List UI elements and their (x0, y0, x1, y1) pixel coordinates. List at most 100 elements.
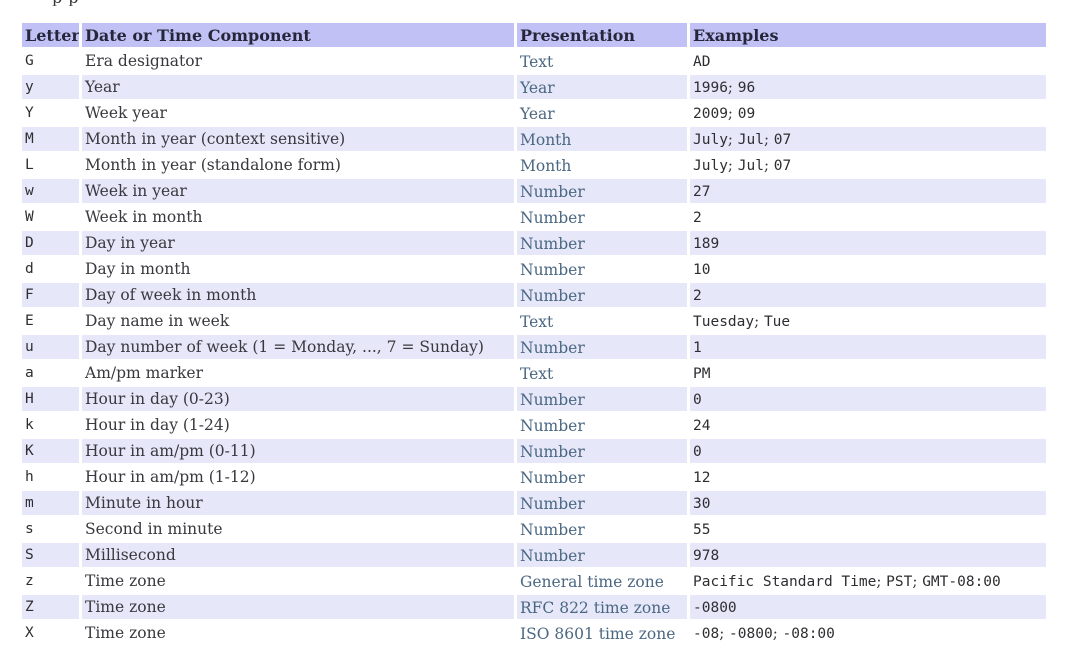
table-row: u Day number of week (1 = Monday, ..., 7 … (22, 335, 1046, 359)
examples-cell: 2009; 09 (690, 101, 1046, 125)
presentation-cell: General time zone (517, 569, 687, 593)
example-value: 2009 (693, 106, 728, 122)
letter-cell: W (25, 209, 34, 225)
examples-cell: 55 (690, 517, 1046, 541)
example-value: -0800 (693, 600, 737, 616)
example-value: AD (693, 54, 711, 70)
presentation-link[interactable]: General time zone (520, 572, 664, 591)
column-header-component: Date or Time Component (82, 23, 514, 47)
table-row: H Hour in day (0-23) Number 0 (22, 387, 1046, 411)
presentation-link[interactable]: Number (520, 390, 585, 409)
letter-cell: a (25, 365, 34, 381)
presentation-link[interactable]: Number (520, 286, 585, 305)
presentation-cell: Number (517, 413, 687, 437)
table-row: s Second in minute Number 55 (22, 517, 1046, 541)
example-value: 10 (693, 262, 711, 278)
presentation-link[interactable]: Number (520, 468, 585, 487)
example-separator: ; (727, 104, 738, 122)
example-separator: ; (727, 156, 738, 174)
example-value: 07 (773, 132, 792, 148)
presentation-link[interactable]: Month (520, 156, 572, 175)
presentation-link[interactable]: Year (520, 78, 555, 97)
presentation-link[interactable]: RFC 822 time zone (520, 598, 671, 617)
presentation-link[interactable]: Number (520, 494, 585, 513)
presentation-cell: Number (517, 387, 687, 411)
examples-cell: 978 (690, 543, 1046, 567)
example-value: July (693, 158, 728, 174)
example-value: 55 (693, 522, 711, 538)
table-row: h Hour in am/pm (1-12) Number 12 (22, 465, 1046, 489)
example-separator: ; (876, 572, 887, 590)
example-value: -0800 (729, 626, 773, 642)
example-value: 2 (693, 288, 702, 304)
letter-cell: w (22, 179, 79, 203)
component-cell: Day name in week (85, 312, 230, 330)
table-row: d Day in month Number 10 (22, 257, 1046, 281)
presentation-link[interactable]: Number (520, 416, 585, 435)
presentation-link[interactable]: Number (520, 442, 585, 461)
example-value: Jul (737, 158, 764, 174)
presentation-cell: Number (517, 543, 687, 567)
examples-cell: 2 (690, 205, 1046, 229)
presentation-cell: Number (517, 335, 687, 359)
examples-cell: 189 (690, 231, 1046, 255)
component-cell: Week in year (82, 179, 514, 203)
presentation-link[interactable]: Number (520, 520, 585, 539)
presentation-cell: RFC 822 time zone (517, 595, 687, 619)
letter-cell: Y (25, 105, 34, 121)
example-value: 0 (693, 392, 702, 408)
examples-cell: 27 (690, 179, 1046, 203)
presentation-link[interactable]: Text (520, 364, 554, 383)
table-row: G Era designator Text AD (22, 49, 1046, 73)
presentation-link[interactable]: Number (520, 546, 585, 565)
presentation-link[interactable]: Number (520, 234, 585, 253)
component-cell: Time zone (85, 572, 166, 590)
presentation-cell: Number (517, 491, 687, 515)
presentation-link[interactable]: Number (520, 208, 585, 227)
example-value: PST (886, 574, 913, 590)
table-row: a Am/pm marker Text PM (22, 361, 1046, 385)
letter-cell: L (25, 157, 34, 173)
letter-cell: Z (22, 595, 79, 619)
example-separator: ; (754, 312, 764, 330)
component-cell: Month in year (context sensitive) (82, 127, 514, 151)
example-value: Tue (763, 314, 791, 330)
letter-cell: S (22, 543, 79, 567)
component-cell: Millisecond (82, 543, 514, 567)
letter-cell: z (25, 573, 34, 589)
example-value: 09 (737, 106, 756, 122)
component-cell: Era designator (85, 52, 203, 70)
letter-cell: X (25, 625, 34, 641)
table-row: y Year Year 1996; 96 (22, 75, 1046, 99)
example-value: 30 (693, 496, 711, 512)
examples-cell: 1996; 96 (690, 75, 1046, 99)
presentation-link[interactable]: ISO 8601 time zone (520, 624, 676, 643)
presentation-cell: Number (517, 179, 687, 203)
presentation-cell: Number (517, 465, 687, 489)
presentation-link[interactable]: Number (520, 338, 585, 357)
presentation-link[interactable]: Year (520, 104, 555, 123)
presentation-link[interactable]: Number (520, 182, 585, 201)
table-row: Z Time zone RFC 822 time zone -0800 (22, 595, 1046, 619)
example-separator: ; (763, 156, 774, 174)
examples-cell: 12 (690, 465, 1046, 489)
component-cell: Hour in day (1-24) (85, 416, 230, 434)
component-cell: Day in year (82, 231, 514, 255)
presentation-cell: Text (517, 309, 687, 333)
letter-cell: m (22, 491, 79, 515)
letter-cell: F (22, 283, 79, 307)
presentation-link[interactable]: Text (520, 312, 554, 331)
example-value: 24 (693, 418, 711, 434)
example-value: Jul (737, 132, 764, 148)
examples-cell: 0 (690, 439, 1046, 463)
presentation-link[interactable]: Number (520, 260, 585, 279)
presentation-link[interactable]: Month (520, 130, 572, 149)
example-value: 1996 (693, 80, 728, 96)
presentation-link[interactable]: Text (520, 52, 554, 71)
examples-cell: AD (690, 49, 1046, 73)
letter-cell: M (22, 127, 79, 151)
component-cell: Week year (85, 104, 167, 122)
example-value: GMT-08:00 (922, 574, 1001, 590)
date-pattern-letter-table: Letter Date or Time Component Presentati… (19, 21, 1049, 647)
examples-cell: 1 (690, 335, 1046, 359)
